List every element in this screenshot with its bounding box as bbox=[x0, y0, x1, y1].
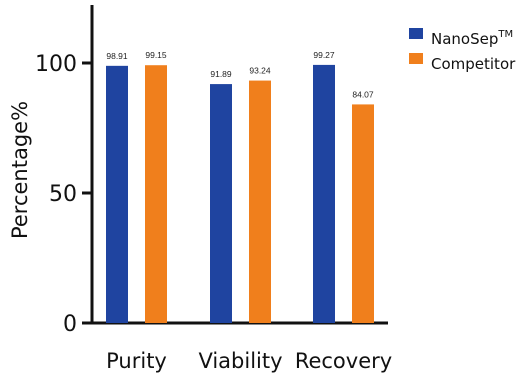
legend-label: Competitor bbox=[431, 55, 516, 73]
x-category-label: Purity bbox=[106, 349, 167, 373]
data-labels: 98.91 99.15 91.89 93.24 99.27 84.07 bbox=[106, 50, 374, 100]
data-label: 99.15 bbox=[145, 50, 167, 60]
bar-viability-competitor bbox=[249, 80, 271, 324]
bars bbox=[106, 64, 374, 324]
bar-purity-nanosep bbox=[106, 65, 128, 324]
data-label: 93.24 bbox=[249, 66, 271, 76]
x-category-label: Recovery bbox=[295, 349, 392, 373]
data-label: 99.27 bbox=[313, 50, 335, 60]
data-label: 84.07 bbox=[352, 89, 374, 99]
bar-purity-competitor bbox=[145, 65, 167, 324]
bar-viability-nanosep bbox=[210, 84, 232, 323]
legend: NanoSepTM Competitor bbox=[409, 28, 516, 73]
y-tick-label: 0 bbox=[63, 312, 77, 337]
data-label: 91.89 bbox=[210, 69, 232, 79]
legend-swatch bbox=[409, 28, 423, 39]
axes: 0 50 100 bbox=[35, 5, 388, 337]
y-axis-title: Percentage% bbox=[8, 101, 32, 239]
bar-recovery-nanosep bbox=[313, 64, 335, 323]
bar-recovery-competitor bbox=[352, 104, 374, 323]
legend-swatch bbox=[409, 53, 423, 64]
category-labels: Purity Viability Recovery bbox=[106, 349, 392, 373]
legend-label: NanoSepTM bbox=[431, 29, 513, 48]
y-tick-label: 50 bbox=[49, 182, 77, 207]
y-tick-label: 100 bbox=[35, 52, 77, 77]
data-label: 98.91 bbox=[106, 51, 128, 61]
x-category-label: Viability bbox=[198, 349, 282, 373]
